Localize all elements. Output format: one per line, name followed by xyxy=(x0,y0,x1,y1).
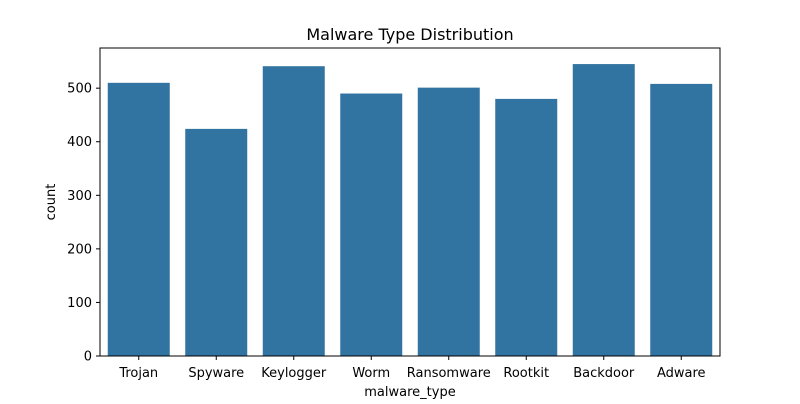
x-tick-label-keylogger: Keylogger xyxy=(261,366,327,381)
x-tick-label-rootkit: Rootkit xyxy=(503,366,549,381)
plot-frame xyxy=(99,47,721,357)
bar-keylogger xyxy=(262,66,325,357)
bar-worm xyxy=(340,93,403,356)
x-tick-label-trojan: Trojan xyxy=(118,366,158,381)
y-tick-label-300: 300 xyxy=(67,189,92,204)
x-tick-label-ransomware: Ransomware xyxy=(407,366,491,381)
x-tick-label-backdoor: Backdoor xyxy=(573,366,635,381)
y-axis: 0 100 200 300 400 500 xyxy=(67,82,100,365)
y-tick-label-400: 400 xyxy=(67,135,92,150)
y-tick-label-500: 500 xyxy=(67,82,92,97)
bar-spyware xyxy=(185,128,248,356)
x-axis-label: malware_type xyxy=(364,385,455,400)
bar-backdoor xyxy=(572,64,635,356)
y-axis-label: count xyxy=(44,184,59,221)
y-tick-label-200: 200 xyxy=(67,242,92,257)
bar-adware xyxy=(650,83,713,356)
y-tick-label-0: 0 xyxy=(84,350,92,365)
bar-rootkit xyxy=(495,98,558,356)
x-tick-label-spyware: Spyware xyxy=(188,366,244,381)
x-tick-label-adware: Adware xyxy=(657,366,706,381)
chart-title: Malware Type Distribution xyxy=(306,25,513,44)
bars-layer xyxy=(107,64,713,357)
y-tick-label-100: 100 xyxy=(67,296,92,311)
x-tick-label-worm: Worm xyxy=(352,366,390,381)
bar-trojan xyxy=(107,82,170,356)
x-axis: Trojan Spyware Keylogger Worm Ransomware Root… xyxy=(118,356,706,381)
bar-ransomware xyxy=(417,87,480,356)
